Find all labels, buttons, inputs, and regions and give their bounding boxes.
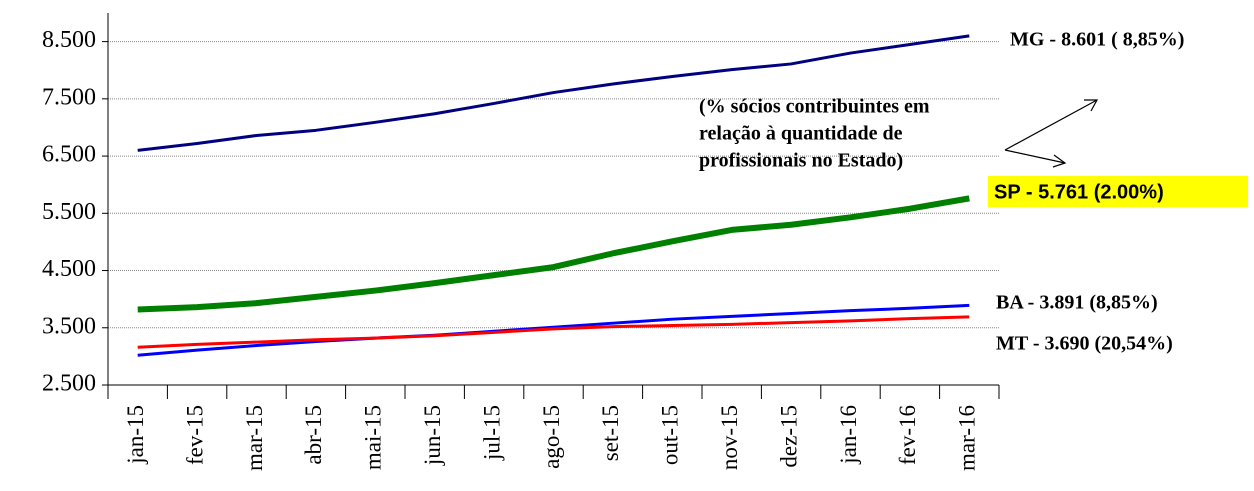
series-line	[137, 195, 970, 313]
y-tick-label: 6.500	[42, 142, 96, 168]
series-annotation: SP - 5.761 (2.00%)	[994, 181, 1164, 203]
arrow	[1004, 149, 1066, 164]
x-tick-label: jul-15	[479, 405, 504, 461]
y-tick-label: 2.500	[42, 371, 96, 397]
series-line	[137, 34, 970, 152]
x-tick-label: fev-15	[182, 405, 207, 465]
arrow-head	[1084, 99, 1099, 112]
note-line: relação à quantidade de	[699, 123, 903, 145]
y-tick-label: 3.500	[42, 313, 96, 339]
series-annotation: BA - 3.891 (8,85%)	[996, 292, 1158, 314]
y-tick-label: 5.500	[42, 199, 96, 225]
series-annotation: MT - 3.690 (20,54%)	[996, 333, 1173, 355]
arrow-head	[1052, 154, 1067, 168]
note-line: (% sócios contribuintes em	[699, 96, 930, 118]
x-tick-label: ago-15	[539, 405, 564, 469]
x-tick-label: dez-15	[776, 405, 801, 468]
x-tick-label: jun-15	[420, 405, 445, 466]
y-tick-label: 7.500	[42, 84, 96, 110]
series-line	[137, 315, 970, 349]
series-line	[137, 303, 970, 357]
highlight-box	[988, 176, 1248, 207]
x-tick-label: abr-15	[301, 405, 326, 465]
note-line: profissionais no Estado)	[699, 150, 903, 172]
x-tick-label: fev-16	[895, 405, 920, 465]
x-tick-label: jan-16	[836, 405, 861, 465]
series-annotation: MG - 8.601 ( 8,85%)	[1010, 29, 1184, 51]
arrow	[1004, 99, 1098, 151]
x-tick-label: jan-15	[123, 405, 148, 465]
y-tick-label: 8.500	[42, 27, 96, 53]
x-tick-label: nov-15	[717, 405, 742, 470]
x-tick-label: mai-15	[361, 405, 386, 470]
x-tick-label: out-15	[658, 405, 683, 465]
x-tick-label: mar-16	[955, 405, 980, 471]
x-tick-label: mar-15	[242, 405, 267, 471]
y-tick-label: 4.500	[42, 256, 96, 282]
x-tick-label: set-15	[598, 405, 623, 461]
